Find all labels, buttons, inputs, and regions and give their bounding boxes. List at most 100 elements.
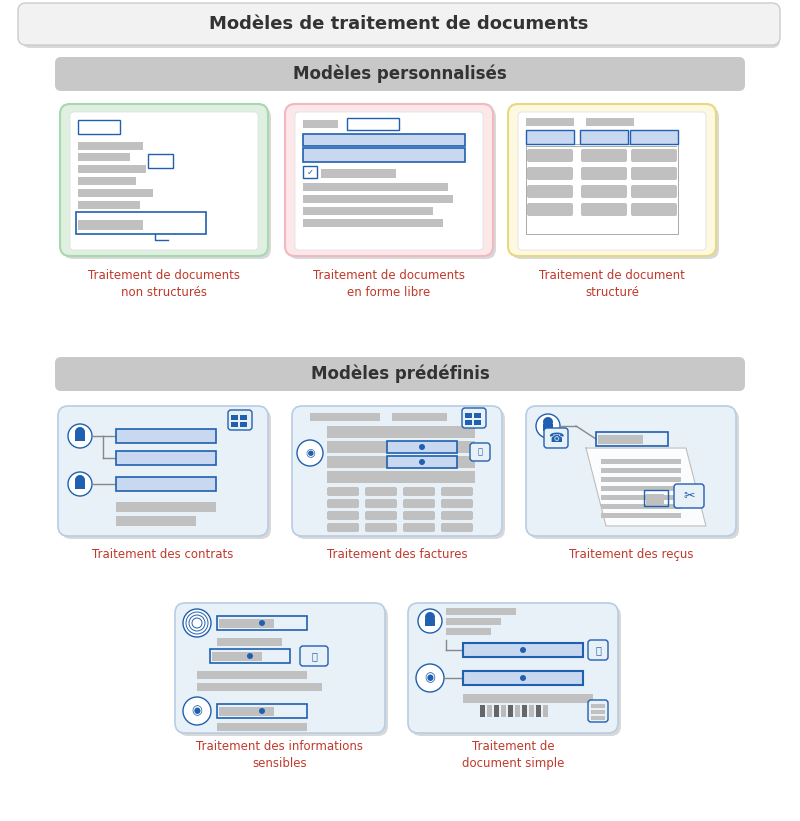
Bar: [217, 638, 282, 646]
Bar: [522, 705, 527, 717]
Circle shape: [416, 664, 444, 692]
FancyBboxPatch shape: [292, 406, 502, 536]
FancyBboxPatch shape: [581, 203, 627, 216]
Bar: [327, 471, 475, 483]
Text: Traitement de document
structuré: Traitement de document structuré: [539, 269, 685, 299]
FancyBboxPatch shape: [581, 185, 627, 198]
Bar: [303, 148, 465, 162]
Bar: [303, 166, 317, 178]
Bar: [78, 220, 143, 230]
FancyBboxPatch shape: [508, 104, 716, 256]
Bar: [529, 705, 534, 717]
FancyBboxPatch shape: [527, 203, 573, 216]
Bar: [536, 705, 541, 717]
Bar: [474, 420, 481, 425]
FancyBboxPatch shape: [63, 107, 271, 259]
Circle shape: [68, 424, 92, 448]
FancyBboxPatch shape: [527, 149, 573, 162]
Bar: [586, 118, 634, 126]
Bar: [601, 459, 681, 464]
FancyBboxPatch shape: [544, 428, 568, 448]
Bar: [118, 480, 183, 489]
Bar: [487, 705, 492, 717]
Bar: [446, 608, 516, 615]
Circle shape: [75, 475, 85, 485]
Bar: [387, 441, 457, 453]
Bar: [217, 704, 307, 718]
Bar: [210, 649, 290, 663]
Bar: [197, 683, 322, 691]
FancyBboxPatch shape: [365, 523, 397, 532]
Bar: [515, 705, 520, 717]
Bar: [465, 413, 472, 418]
Bar: [303, 207, 433, 215]
FancyBboxPatch shape: [470, 443, 490, 461]
Circle shape: [536, 414, 560, 438]
Bar: [598, 435, 643, 444]
Bar: [601, 486, 681, 491]
FancyBboxPatch shape: [462, 408, 486, 428]
FancyBboxPatch shape: [365, 487, 397, 496]
Bar: [392, 413, 447, 421]
FancyBboxPatch shape: [58, 406, 268, 536]
Bar: [465, 420, 472, 425]
FancyBboxPatch shape: [55, 57, 745, 91]
Circle shape: [419, 459, 425, 465]
Bar: [494, 705, 499, 717]
Bar: [526, 130, 574, 144]
Circle shape: [520, 675, 526, 681]
Bar: [240, 415, 247, 420]
Bar: [387, 441, 457, 453]
Bar: [303, 195, 453, 203]
Text: ◉: ◉: [305, 448, 315, 458]
Bar: [446, 618, 501, 625]
FancyBboxPatch shape: [178, 606, 388, 736]
FancyBboxPatch shape: [526, 406, 736, 536]
Bar: [347, 118, 399, 130]
Bar: [219, 619, 274, 628]
Bar: [321, 169, 396, 178]
FancyBboxPatch shape: [527, 185, 573, 198]
Text: Traitement de
document simple: Traitement de document simple: [462, 740, 564, 770]
FancyBboxPatch shape: [527, 167, 573, 180]
Circle shape: [259, 708, 265, 714]
FancyBboxPatch shape: [403, 523, 435, 532]
Bar: [303, 148, 465, 162]
Bar: [116, 451, 216, 465]
Bar: [217, 723, 307, 731]
Bar: [580, 130, 628, 144]
Circle shape: [259, 620, 265, 626]
Bar: [303, 120, 338, 128]
FancyBboxPatch shape: [631, 185, 677, 198]
Bar: [543, 705, 548, 717]
Bar: [118, 432, 173, 441]
Bar: [463, 643, 583, 657]
Bar: [310, 413, 380, 421]
FancyBboxPatch shape: [631, 167, 677, 180]
FancyBboxPatch shape: [411, 606, 621, 736]
FancyBboxPatch shape: [588, 700, 608, 722]
Circle shape: [183, 697, 211, 725]
Circle shape: [297, 440, 323, 466]
Bar: [78, 153, 130, 161]
FancyBboxPatch shape: [365, 511, 397, 520]
FancyBboxPatch shape: [631, 149, 677, 162]
Polygon shape: [586, 448, 706, 526]
FancyBboxPatch shape: [581, 149, 627, 162]
Circle shape: [247, 653, 253, 659]
Text: 💳: 💳: [311, 651, 317, 661]
FancyBboxPatch shape: [18, 3, 780, 45]
Bar: [240, 422, 247, 427]
Bar: [591, 716, 605, 720]
Bar: [508, 705, 513, 717]
Bar: [118, 454, 183, 463]
Text: 🔒: 🔒: [595, 645, 601, 655]
Bar: [474, 413, 481, 418]
Text: Traitement des factures: Traitement des factures: [326, 548, 467, 561]
FancyBboxPatch shape: [581, 167, 627, 180]
Bar: [630, 130, 678, 144]
FancyBboxPatch shape: [55, 357, 745, 391]
FancyBboxPatch shape: [631, 203, 677, 216]
FancyBboxPatch shape: [529, 409, 739, 539]
FancyBboxPatch shape: [408, 603, 618, 733]
